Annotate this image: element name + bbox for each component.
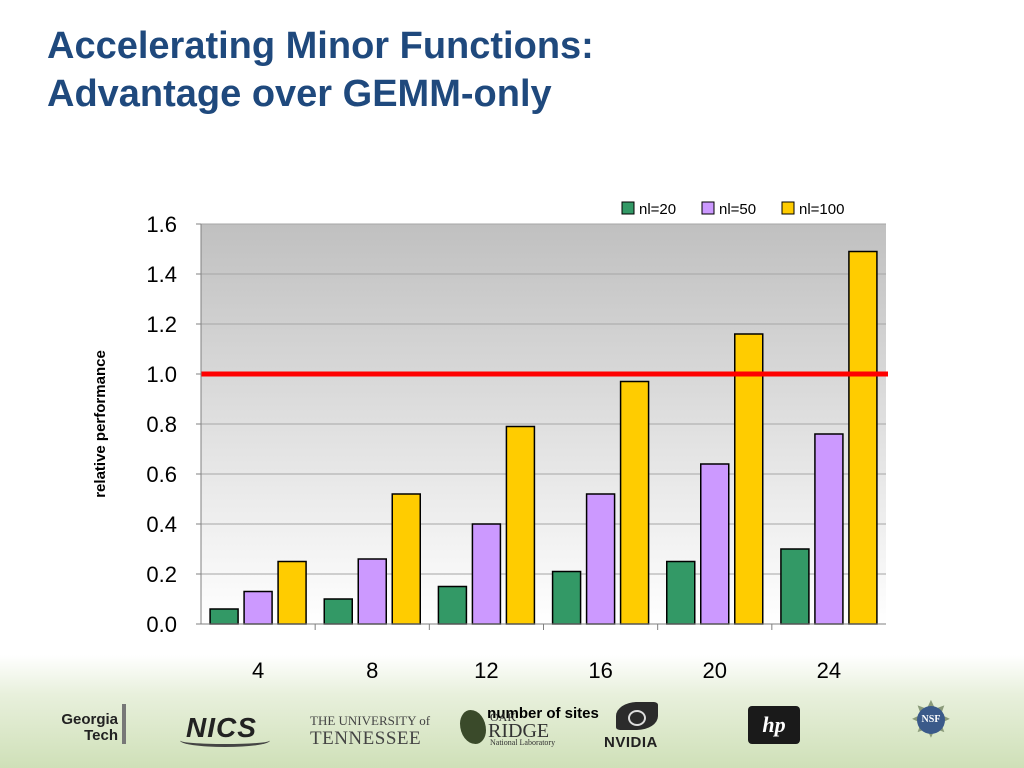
x-tick-label: 16 (588, 658, 612, 683)
x-tick-label: 8 (366, 658, 378, 683)
y-axis-title: relative performance (92, 350, 109, 498)
x-tick-label: 24 (817, 658, 841, 683)
y-tick-label: 0.4 (146, 512, 177, 537)
ornl-line-1: OAK (490, 710, 516, 724)
nvidia-text: NVIDIA (604, 734, 658, 751)
x-axis-ticks: 4 8 12 16 20 24 (252, 624, 841, 683)
leaf-icon (460, 710, 486, 744)
bar-nl-20-12 (437, 585, 468, 625)
legend-swatch (781, 201, 795, 215)
bar-nl-100-16 (619, 380, 650, 625)
y-tick-label: 1.2 (146, 312, 177, 337)
slide-title: Accelerating Minor Functions: Advantage … (47, 22, 594, 118)
nsf-text: NSF (917, 706, 945, 734)
y-tick-label: 0.8 (146, 412, 177, 437)
legend-label: nl=50 (719, 201, 756, 218)
y-tick-label: 0.6 (146, 462, 177, 487)
swoosh-icon (180, 734, 270, 747)
ut-line-2: TENNESSEE (310, 728, 422, 749)
university-of-tennessee-logo: THE UNIVERSITY of TENNESSEE (310, 712, 430, 748)
hp-text: hp (762, 712, 786, 737)
bar-nl-50-4 (243, 590, 273, 625)
nvidia-logo: NVIDIA (604, 700, 668, 751)
georgia-tech-line-1: Georgia (61, 711, 118, 728)
y-tick-label: 1.6 (146, 212, 177, 237)
bar-nl-100-4 (277, 560, 307, 625)
bar-nl-20-8 (323, 598, 353, 625)
hp-logo: hp (748, 706, 800, 744)
nics-logo: NICS (180, 712, 270, 747)
nsf-logo: ✸ NSF (906, 695, 956, 745)
bar-nl-50-8 (357, 558, 387, 625)
y-tick-label: 0.2 (146, 562, 177, 587)
legend-label: nl=20 (639, 201, 676, 218)
footer-band (0, 655, 1024, 768)
ornl-line-3: National Laboratory (490, 738, 556, 747)
bar-nl-20-16 (551, 570, 582, 625)
x-tick-label: 20 (703, 658, 727, 683)
bar-nl-100-20 (734, 333, 764, 625)
slide-title-line-1: Accelerating Minor Functions: (47, 25, 594, 67)
x-tick-label: 12 (474, 658, 498, 683)
y-tick-label: 1.0 (146, 362, 177, 387)
legend: nl=20 nl=50 nl=100 (621, 201, 844, 218)
y-tick-label: 1.4 (146, 262, 177, 287)
georgia-tech-logo: Georgia Tech (42, 704, 126, 744)
y-axis-ticks: 0.0 0.2 0.4 0.6 0.8 1.0 1.2 1.4 1.6 (146, 212, 201, 637)
nvidia-eye-icon (616, 702, 658, 730)
bar-nl-100-24 (848, 250, 878, 625)
legend-swatch (621, 201, 635, 215)
bar-nl-50-16 (585, 493, 616, 625)
ut-line-1: THE UNIVERSITY of (310, 713, 431, 728)
slide-title-line-2: Advantage over GEMM-only (47, 73, 552, 115)
bar-nl-100-8 (391, 493, 421, 625)
bar-nl-100-12 (505, 425, 536, 625)
x-tick-label: 4 (252, 658, 264, 683)
x-axis-title: number of sites (487, 705, 599, 722)
bar-nl-20-4 (209, 608, 239, 625)
bar-nl-50-24 (814, 433, 844, 625)
tech-tower-icon (122, 704, 126, 744)
georgia-tech-line-2: Tech (84, 727, 118, 744)
y-tick-label: 0.0 (146, 612, 177, 637)
bar-nl-20-20 (666, 560, 696, 625)
bar-nl-50-12 (471, 523, 502, 625)
legend-label: nl=100 (799, 201, 844, 218)
bar-nl-20-24 (780, 548, 810, 625)
legend-swatch (701, 201, 715, 215)
bar-nl-50-20 (700, 463, 730, 625)
ornl-line-2: RIDGE (488, 720, 550, 742)
